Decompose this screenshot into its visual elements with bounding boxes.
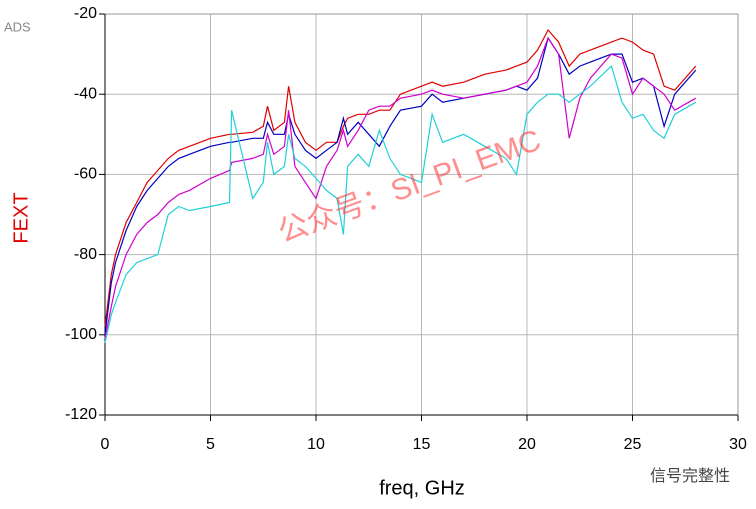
- watermark: 公众号：SI_PI_EMC: [274, 124, 545, 250]
- series-line: [104, 28, 697, 327]
- corner-label: ADS: [4, 19, 31, 34]
- y-tick-label: -120: [65, 406, 97, 423]
- y-tick-label: -40: [74, 85, 97, 102]
- x-tick-label: 25: [624, 436, 642, 453]
- x-tick-label: 15: [413, 436, 431, 453]
- y-axis-title: FEXT: [10, 192, 32, 243]
- y-tick-label: -20: [74, 5, 97, 22]
- y-tick-label: -60: [74, 166, 97, 183]
- series-line: [104, 64, 697, 343]
- x-tick-label: 20: [518, 436, 536, 453]
- x-tick-label: 30: [729, 436, 747, 453]
- series-line: [104, 36, 697, 335]
- footer-watermark: 信号完整性: [650, 467, 730, 485]
- x-tick-label: 0: [101, 436, 110, 453]
- y-tick-label: -100: [65, 326, 97, 343]
- plot-area: -120 -100 -80 -60 -40 -20 0 5 10 15 20 25 30: [65, 5, 747, 453]
- y-tick-label: -80: [74, 246, 97, 263]
- x-tick-label: 10: [307, 436, 325, 453]
- x-axis-title: freq, GHz: [379, 477, 465, 499]
- x-tick-label: 5: [206, 436, 215, 453]
